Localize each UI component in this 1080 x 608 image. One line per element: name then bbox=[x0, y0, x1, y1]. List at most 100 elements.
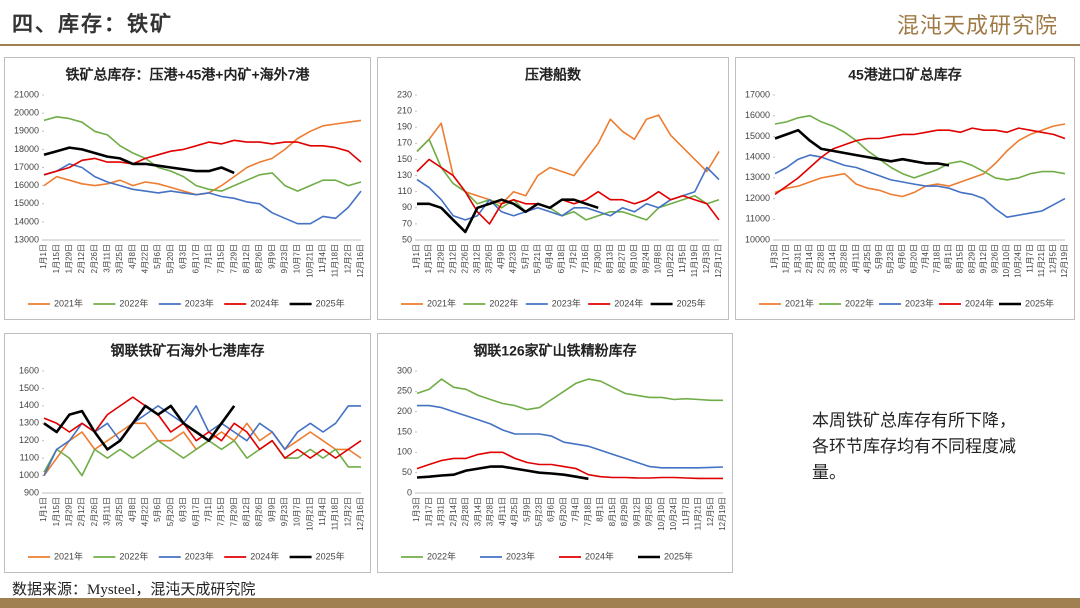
legend-label: 2022年 bbox=[845, 297, 874, 308]
series-line bbox=[43, 146, 235, 175]
x-tick-label: 12月16日 bbox=[356, 244, 365, 278]
legend-label: 2024年 bbox=[585, 550, 614, 561]
x-tick-label: 9月12日 bbox=[979, 244, 988, 273]
x-tick-label: 1月1日 bbox=[39, 497, 48, 522]
x-tick-label: 11月7日 bbox=[681, 497, 690, 526]
x-tick-label: 5月21日 bbox=[533, 244, 542, 273]
y-tick-label: 1200 bbox=[19, 435, 39, 445]
x-tick-label: 1月3日 bbox=[770, 244, 779, 269]
legend-label: 2025年 bbox=[316, 297, 345, 308]
x-tick-label: 9月23日 bbox=[280, 497, 289, 526]
x-tick-label: 11月5日 bbox=[678, 244, 687, 273]
chart-title: 钢联126家矿山铁精粉库存 bbox=[473, 343, 636, 359]
y-tick-label: 230 bbox=[397, 89, 412, 99]
y-tick-label: 17000 bbox=[14, 162, 39, 172]
series-line bbox=[43, 405, 361, 476]
x-tick-label: 10月7日 bbox=[293, 244, 302, 273]
series-line bbox=[417, 404, 724, 469]
x-tick-label: 4月22日 bbox=[141, 244, 150, 273]
x-tick-label: 10月10日 bbox=[657, 497, 666, 531]
x-tick-label: 11月21日 bbox=[694, 497, 703, 530]
series-line bbox=[43, 404, 236, 451]
x-tick-label: 11月21日 bbox=[1037, 244, 1046, 277]
legend-label: 2022年 bbox=[119, 297, 148, 308]
x-tick-label: 6月3日 bbox=[179, 244, 188, 269]
panel-border bbox=[377, 57, 729, 320]
series-line bbox=[416, 114, 720, 205]
x-tick-label: 2月12日 bbox=[448, 244, 457, 273]
y-tick-label: 200 bbox=[397, 406, 412, 416]
y-tick-label: 13000 bbox=[745, 172, 770, 182]
x-tick-label: 4月11日 bbox=[498, 497, 507, 526]
y-tick-label: 210 bbox=[397, 105, 412, 115]
y-tick-label: 21000 bbox=[14, 89, 39, 99]
x-tick-label: 10月10日 bbox=[1002, 244, 1011, 278]
x-tick-label: 2月26日 bbox=[90, 497, 99, 526]
chart-panel: 压港船数 50 70 90 110 130 150 170 190 210 230 1月1日 1月15日… bbox=[377, 57, 729, 320]
series-line bbox=[774, 123, 1066, 198]
y-tick-label: 50 bbox=[402, 467, 412, 477]
y-tick-label: 16000 bbox=[745, 110, 770, 120]
series-line bbox=[43, 139, 362, 176]
x-tick-label: 11月7日 bbox=[1025, 244, 1034, 273]
footer-bar bbox=[0, 598, 1080, 608]
x-tick-label: 10月7日 bbox=[293, 497, 302, 526]
y-tick-label: 110 bbox=[398, 186, 412, 196]
panel-border bbox=[735, 57, 1075, 320]
x-tick-label: 2月26日 bbox=[90, 244, 99, 273]
x-tick-label: 12月5日 bbox=[706, 497, 715, 526]
legend-label: 2023年 bbox=[552, 297, 581, 308]
x-tick-label: 6月6日 bbox=[898, 244, 907, 269]
x-tick-label: 1月1日 bbox=[39, 244, 48, 269]
x-tick-label: 1月29日 bbox=[64, 244, 73, 273]
series-line bbox=[416, 166, 720, 221]
legend-label: 2023年 bbox=[185, 550, 214, 561]
chart-panel: 钢联126家矿山铁精粉库存 0 50 100 150 200 250 300 1月3日 1月17日… bbox=[377, 333, 733, 573]
x-tick-label: 12月2日 bbox=[343, 244, 352, 273]
x-tick-label: 5月6日 bbox=[153, 497, 162, 522]
y-tick-label: 100 bbox=[397, 447, 412, 457]
chart-title: 钢联铁矿石海外七港库存 bbox=[111, 343, 265, 359]
x-tick-label: 3月12日 bbox=[473, 244, 482, 273]
x-tick-label: 3月25日 bbox=[115, 497, 124, 526]
x-tick-label: 1月1日 bbox=[412, 244, 421, 269]
x-tick-label: 12月2日 bbox=[343, 497, 352, 526]
series-line bbox=[416, 465, 589, 481]
series-line bbox=[43, 116, 362, 192]
x-tick-label: 9月10日 bbox=[630, 244, 639, 273]
source: 数据来源：Mysteel，混沌天成研究院 bbox=[12, 582, 256, 598]
x-tick-label: 5月20日 bbox=[166, 244, 175, 273]
x-tick-label: 11月18日 bbox=[331, 497, 340, 530]
series-line bbox=[774, 154, 1066, 218]
y-tick-label: 11000 bbox=[746, 214, 770, 224]
x-tick-label: 2月26日 bbox=[460, 244, 469, 273]
legend-label: 2024年 bbox=[965, 297, 994, 308]
y-tick-label: 19000 bbox=[14, 126, 39, 136]
x-tick-label: 2月12日 bbox=[77, 497, 86, 526]
x-tick-label: 6月17日 bbox=[191, 497, 200, 526]
x-tick-label: 12月17日 bbox=[714, 244, 723, 278]
x-tick-label: 6月18日 bbox=[557, 244, 566, 273]
x-tick-label: 1月29日 bbox=[436, 244, 445, 273]
x-tick-label: 10月24日 bbox=[1014, 244, 1023, 278]
x-tick-label: 12月19日 bbox=[1060, 244, 1069, 278]
panel-border bbox=[4, 57, 371, 320]
legend-label: 2024年 bbox=[250, 297, 279, 308]
series-line bbox=[417, 198, 599, 234]
series-line bbox=[43, 439, 361, 477]
x-tick-label: 8月12日 bbox=[242, 497, 251, 526]
x-tick-label: 9月12日 bbox=[632, 497, 641, 526]
y-tick-label: 1400 bbox=[19, 400, 39, 410]
header-rule bbox=[0, 44, 1080, 46]
x-tick-label: 2月14日 bbox=[805, 244, 814, 273]
y-tick-label: 0 bbox=[407, 487, 412, 497]
y-tick-label: 18000 bbox=[14, 144, 39, 154]
x-tick-label: 3月28日 bbox=[840, 244, 849, 273]
chart-title: 压港船数 bbox=[525, 67, 582, 83]
x-tick-label: 9月9日 bbox=[267, 497, 276, 522]
x-tick-label: 9月23日 bbox=[280, 244, 289, 273]
legend-label: 2025年 bbox=[664, 550, 693, 561]
x-tick-label: 5月9日 bbox=[522, 497, 531, 522]
x-tick-label: 1月17日 bbox=[782, 244, 791, 273]
page-title: 四、库存：铁矿 bbox=[12, 12, 173, 36]
